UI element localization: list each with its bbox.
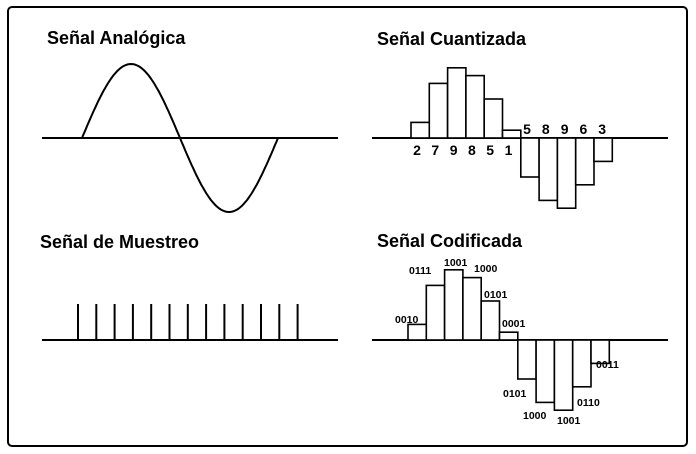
coded-bar <box>498 331 519 341</box>
level-label: 5 <box>486 142 494 158</box>
quantized-bar <box>556 137 577 209</box>
panel-title: Señal Codificada <box>377 231 523 251</box>
code-label: 0011 <box>596 359 619 371</box>
quantized-bar <box>465 74 485 139</box>
quantized-bar <box>410 121 431 139</box>
quantized-bar <box>483 98 504 139</box>
sine-wave <box>81 62 279 214</box>
code-label: 1000 <box>474 263 498 275</box>
level-label: 9 <box>450 142 458 158</box>
panel-title: Señal Cuantizada <box>377 29 527 49</box>
coded-bar <box>553 339 574 411</box>
level-label: 7 <box>431 142 439 158</box>
coded-bar <box>571 339 592 388</box>
coded-bar <box>462 276 482 341</box>
level-label: 6 <box>580 121 588 137</box>
code-label: 1001 <box>444 257 468 269</box>
level-label: 9 <box>561 121 569 137</box>
quantized-bar <box>428 82 449 139</box>
code-label: 0010 <box>395 314 419 326</box>
coded-bar <box>443 268 464 341</box>
coded-bar <box>535 339 556 404</box>
level-label: 8 <box>542 121 550 137</box>
level-label: 2 <box>413 142 421 158</box>
quantized-bar <box>538 137 559 202</box>
quantized-bar <box>593 137 614 163</box>
panel-title: Señal Analógica <box>47 28 186 48</box>
coded-bar <box>425 284 446 341</box>
level-label: 5 <box>523 121 531 137</box>
quantized-bar <box>574 137 595 186</box>
level-label: 3 <box>598 121 606 137</box>
code-label: 0101 <box>484 289 508 301</box>
panel-title: Señal de Muestreo <box>40 232 199 252</box>
level-label: 1 <box>505 142 513 158</box>
code-label: 0001 <box>502 318 526 330</box>
code-label: 1000 <box>523 410 547 422</box>
quantized-bar <box>446 67 467 139</box>
code-label: 0101 <box>503 388 527 400</box>
code-label: 0111 <box>409 265 431 277</box>
coded-bar <box>407 323 428 341</box>
code-label: 1001 <box>557 415 581 427</box>
coded-bar <box>480 300 501 341</box>
quantized-bar <box>519 137 540 178</box>
code-label: 0110 <box>577 397 600 409</box>
coded-bar <box>590 339 611 365</box>
coded-bar <box>516 339 537 380</box>
quantized-bar <box>501 129 522 139</box>
level-label: 8 <box>468 142 476 158</box>
